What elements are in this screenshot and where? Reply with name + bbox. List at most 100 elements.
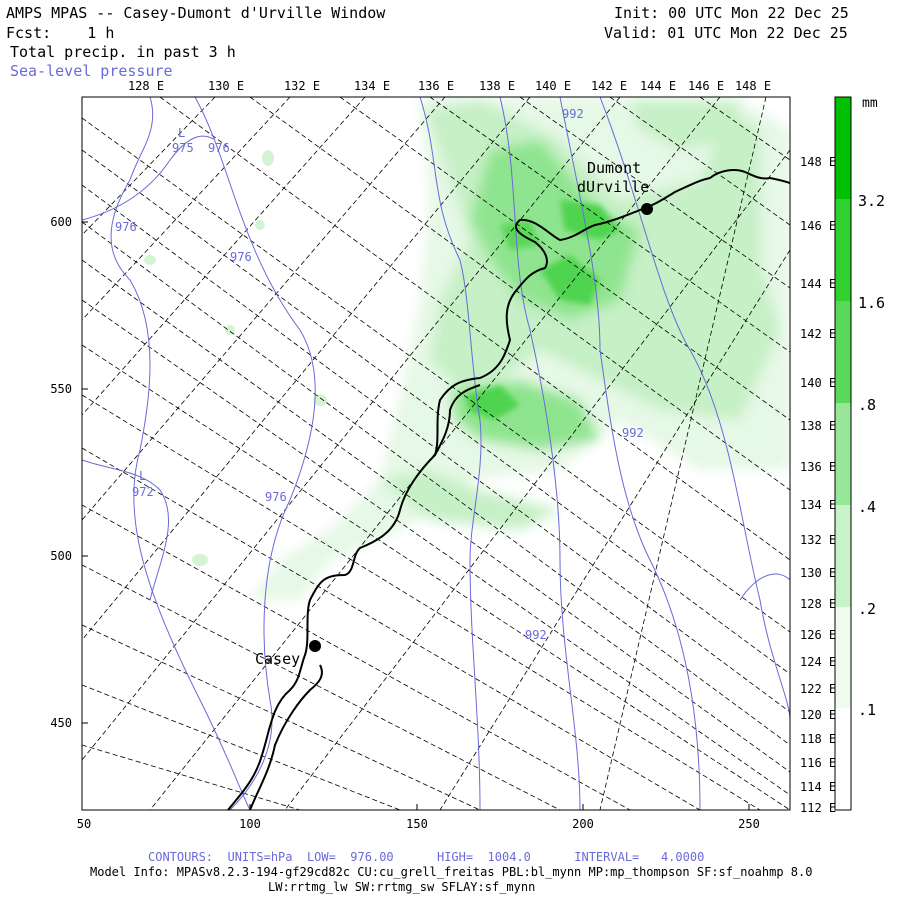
map-title: AMPS MPAS -- Casey-Dumont d'Urville Wind… [6,4,386,22]
graticule-meridian [82,97,531,641]
graticule-line [82,624,481,810]
precip-core-1 [540,255,600,305]
isobar [110,97,251,810]
field-name: Total precip. in past 3 h [10,43,236,61]
isobar [419,97,482,810]
precip-speck [192,554,208,566]
overlay-name: Sea-level pressure [10,62,173,80]
colorbar-frame [834,96,852,811]
graticule-meridian [82,97,291,321]
graticule-line [429,97,790,353]
top-axis-labels: 128 E 130 E 132 E 134 E 136 E 138 E 140 … [128,79,771,93]
station-label-dumont: Dumont [587,159,641,177]
left-y-label: 500 [50,549,72,563]
pressure-label: 992 [562,107,584,121]
graticule-line [82,564,561,810]
left-y-label: 600 [50,215,72,229]
graticule-line [82,684,401,810]
bottom-x-label: 150 [406,817,428,831]
colorbar-swatch [835,708,851,810]
left-y-label: 550 [50,382,72,396]
graticule-meridian [82,97,366,416]
right-lon-label: 148 E [800,155,836,169]
precip-speck [313,394,327,406]
isobar [82,459,170,601]
graticule-meridian [599,97,767,810]
colorbar-level: .1 [858,701,876,719]
pressure-label: 976 [208,141,230,155]
left-axis-labels: 600 550 500 450 [50,215,72,730]
bottom-x-label: 200 [572,817,594,831]
graticule-meridian [82,97,446,521]
top-lon-label: 140 E [535,79,571,93]
isobar [499,97,581,810]
colorbar-unit: mm [862,96,878,111]
bottom-x-label: 250 [738,817,760,831]
station-dot-icon [641,203,653,215]
graticule-line [159,97,790,561]
graticule-line [82,221,790,746]
right-lon-label: 134 E [800,498,836,512]
station-label-casey: Casey [255,650,300,668]
graticule-meridian [82,97,621,761]
precip-speck [144,255,156,265]
graticule-line [82,394,761,810]
pressure-label: 976 [230,250,252,264]
graticule-meridian [439,249,790,810]
station-label-durville: dUrville [577,178,649,196]
top-lon-label: 148 E [735,79,771,93]
graticule-line [249,97,790,491]
right-lon-label: 118 E [800,732,836,746]
precip-shading [144,97,790,600]
graticule-line [699,97,790,161]
forecast-hour: Fcst: 1 h [6,24,115,42]
bottom-x-label: 100 [239,817,261,831]
colorbar-swatch [835,97,851,199]
right-lon-label: 146 E [800,219,836,233]
plot-frame [81,96,791,811]
top-lon-label: 128 E [128,79,164,93]
precip-speck [225,325,235,335]
right-lon-label: 116 E [800,756,836,770]
bottom-axis-ticks [249,804,750,810]
colorbar-swatch [835,301,851,403]
isobar [739,573,790,601]
right-lon-label: 142 E [800,327,836,341]
right-axis-labels: 148 E 146 E 144 E 142 E 140 E 138 E 136 … [800,155,836,815]
graticule-line [82,447,701,810]
colorbar-swatch [835,403,851,505]
right-lon-label: 130 E [800,566,836,580]
right-lon-label: 124 E [800,655,836,669]
precip-band-west [380,470,560,530]
pressure-labels: 975 976 976 976 972 976 992 992 992 L L [115,107,644,642]
graticule [82,97,790,810]
graticule-meridian [284,149,790,810]
left-axis-ticks [82,221,88,724]
graticule-line [82,504,631,810]
top-lon-label: 142 E [591,79,627,93]
graticule-line [82,744,301,810]
low-marker: L [139,469,146,483]
graticule-line [82,117,790,633]
top-lon-label: 130 E [208,79,244,93]
precip-core-2 [560,200,620,240]
right-lon-label: 122 E [800,682,836,696]
right-lon-label: 144 E [800,277,836,291]
colorbar-level: .2 [858,600,876,618]
colorbar-level: .4 [858,498,876,516]
isobar [559,97,701,810]
coastline-path [434,384,481,456]
right-lon-label: 140 E [800,376,836,390]
coastline [227,169,790,810]
right-lon-label: 120 E [800,708,836,722]
pressure-label: 975 [172,141,194,155]
model-info-physics: LW:rrtmg_lw SW:rrtmg_sw SFLAY:sf_mynn [268,880,536,894]
precip-speck [262,150,274,166]
init-time: Init: 00 UTC Mon 22 Dec 25 [614,4,849,22]
isobar [194,97,316,810]
precip-band-north [630,100,740,150]
right-lon-label: 128 E [800,597,836,611]
bottom-axis-labels: 50 100 150 200 250 [77,817,760,831]
station-dot-icon [309,640,321,652]
